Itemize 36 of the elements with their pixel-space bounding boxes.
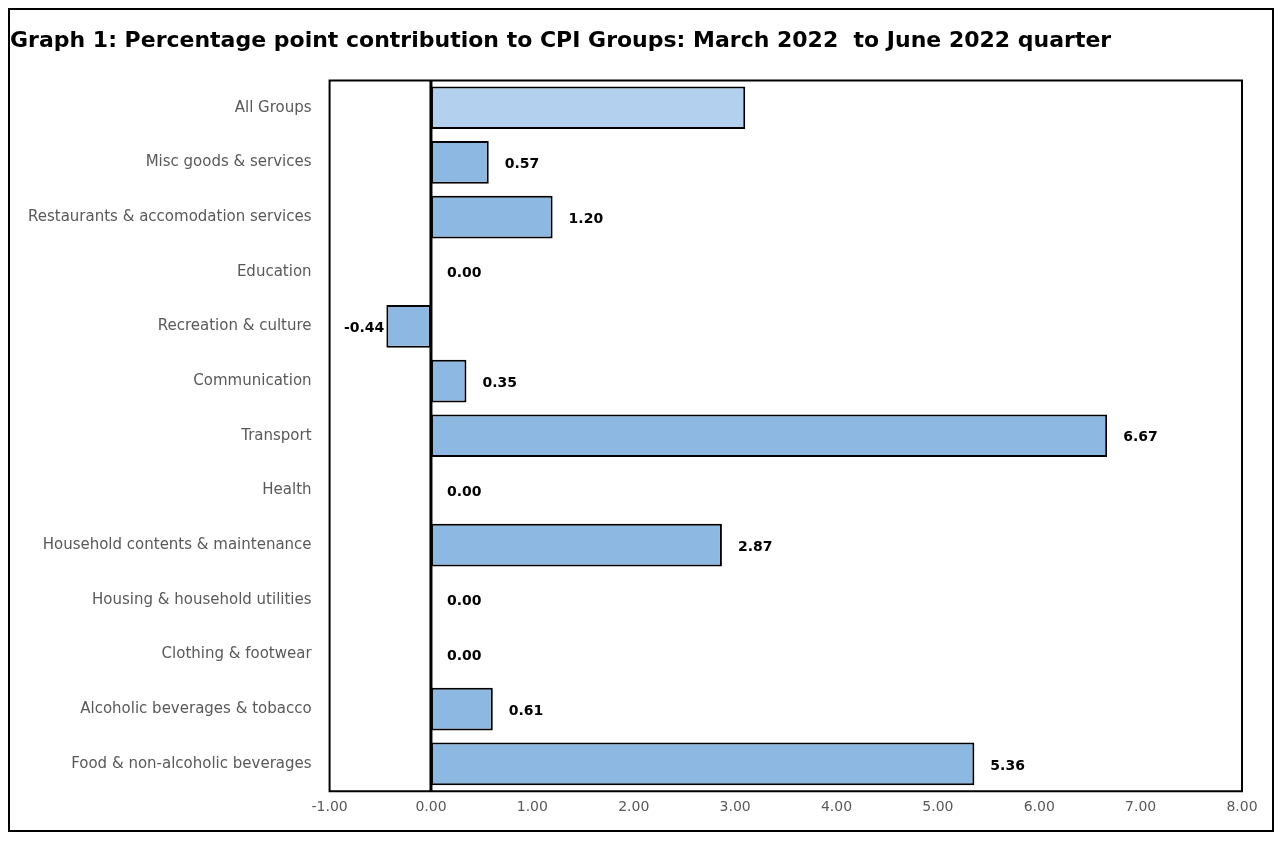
y-tick-label: Misc goods & services [145, 152, 312, 171]
data-label: 0.00 [446, 592, 482, 609]
y-tick-label: Restaurants & accomodation services [27, 206, 312, 225]
data-label: 0.61 [508, 701, 544, 718]
y-tick-label: All Groups [234, 97, 312, 116]
y-tick-label: Health [262, 480, 312, 499]
data-label: 0.35 [482, 373, 517, 390]
x-tick-label: 6.00 [1023, 798, 1055, 815]
data-label: 1.20 [568, 209, 604, 226]
data-label: 0.00 [446, 264, 482, 281]
y-tick-label: Communication [193, 371, 312, 390]
y-tick-label: Household contents & maintenance [42, 535, 312, 554]
y-tick-label: Food & non-alcoholic beverages [71, 753, 312, 772]
data-label: 0.00 [446, 483, 482, 500]
data-label: -0.44 [343, 319, 385, 336]
data-label: 6.67 [1123, 428, 1158, 445]
data-label: 5.36 [990, 756, 1025, 773]
x-tick-label: 4.00 [820, 798, 853, 815]
x-tick-label: 1.00 [516, 798, 548, 815]
data-label: 2.87 [737, 537, 773, 554]
data-label: 0.57 [504, 155, 540, 172]
x-tick-label: 0.00 [415, 798, 447, 815]
data-label: 0.00 [446, 647, 482, 664]
y-tick-label: Housing & household utilities [92, 589, 312, 608]
x-tick-label: 8.00 [1226, 798, 1258, 815]
y-tick-label: Clothing & footwear [161, 644, 313, 663]
x-tick-label: 3.00 [719, 798, 751, 815]
y-tick-label: Education [236, 261, 312, 280]
x-tick-label: 2.00 [618, 798, 650, 815]
chart-title: Graph 1: Percentage point contribution to CPI Groups: March 2022 to June 2022 quarter [10, 26, 1112, 52]
x-tick-label: -1.00 [311, 798, 348, 815]
y-tick-label: Transport [240, 425, 312, 444]
y-tick-label: Alcoholic beverages & tobacco [80, 699, 312, 718]
x-tick-label: 5.00 [922, 798, 954, 815]
x-tick-label: 7.00 [1125, 798, 1157, 815]
y-tick-label: Recreation & culture [157, 316, 312, 335]
